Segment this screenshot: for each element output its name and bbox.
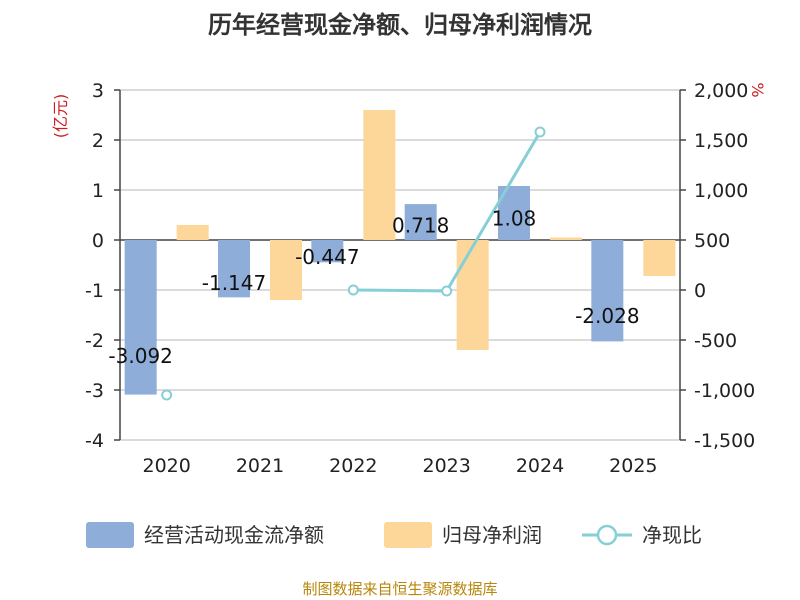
- left-tick-label: -2: [85, 330, 104, 352]
- right-tick-label: -500: [694, 330, 737, 352]
- left-tick-label: -4: [85, 430, 104, 452]
- right-tick-label: 1,000: [694, 180, 748, 202]
- right-axis-unit: %: [748, 82, 767, 97]
- net-profit-bar: [456, 240, 489, 350]
- tick-labels: 3 2 1 0 -1 -2 -3 -4 2,000 1,500 1,000 500 0 -500 -1,00…: [85, 80, 755, 477]
- cash-flow-data-label: -2.028: [575, 304, 639, 328]
- cash-flow-data-label: -0.447: [295, 245, 359, 269]
- x-tick-label: 2025: [609, 455, 657, 477]
- x-tick-label: 2021: [236, 455, 284, 477]
- ratio-point: [534, 126, 546, 138]
- legend-swatch-net-profit: [384, 522, 432, 548]
- legend: 经营活动现金流净额 归母净利润 净现比: [86, 522, 702, 548]
- cash-flow-data-label: -1.147: [202, 271, 266, 295]
- net-profit-bars: [176, 110, 676, 350]
- cash-flow-data-label: -3.092: [108, 344, 172, 368]
- gridlines: [120, 89, 680, 441]
- bar-labels: -3.092 -1.147 -0.447 0.718 1.08 -2.028: [108, 206, 639, 368]
- net-profit-bar: [176, 225, 209, 240]
- cash-flow-bar: [404, 204, 437, 240]
- left-tick-label: -3: [85, 380, 104, 402]
- cash-flow-data-label: 1.08: [492, 206, 537, 230]
- net-profit-bar: [643, 240, 676, 276]
- right-tick-label: 500: [694, 230, 730, 252]
- legend-label-net-profit: 归母净利润: [442, 523, 542, 547]
- left-axis-unit: (亿元): [51, 94, 70, 139]
- left-tick-label: 3: [92, 80, 104, 102]
- ratio-line-series: [161, 126, 546, 401]
- cash-flow-bar: [124, 240, 157, 395]
- net-profit-bar: [270, 240, 302, 300]
- ratio-point: [347, 284, 359, 296]
- axes: [114, 89, 686, 441]
- right-tick-label: 0: [694, 280, 706, 302]
- x-tick-label: 2020: [142, 455, 190, 477]
- ratio-point: [441, 285, 453, 297]
- net-profit-bar: [550, 237, 582, 240]
- cash-flow-bars: [124, 186, 624, 395]
- chart-title: 历年经营现金净额、归母净利润情况: [208, 11, 592, 39]
- cash-flow-bar: [218, 240, 250, 298]
- legend-label-ratio: 净现比: [642, 523, 702, 547]
- cash-flow-data-label: 0.718: [392, 214, 449, 238]
- x-tick-label: 2023: [422, 455, 470, 477]
- right-tick-label: -1,500: [694, 430, 755, 452]
- legend-label-cash-flow: 经营活动现金流净额: [144, 523, 324, 547]
- right-tick-label: -1,000: [694, 380, 755, 402]
- right-tick-label: 1,500: [694, 130, 748, 152]
- x-tick-label: 2022: [329, 455, 377, 477]
- x-tick-label: 2024: [516, 455, 564, 477]
- source-note: 制图数据来自恒生聚源数据库: [302, 580, 497, 598]
- cash-flow-bar: [311, 240, 344, 263]
- net-profit-bar: [363, 110, 396, 240]
- left-tick-label: 1: [92, 180, 104, 202]
- left-tick-label: 2: [92, 130, 104, 152]
- left-tick-label: 0: [92, 230, 104, 252]
- right-tick-label: 2,000: [694, 80, 748, 102]
- legend-swatch-cash-flow: [86, 522, 134, 548]
- left-tick-label: -1: [85, 280, 104, 302]
- cash-flow-bar: [591, 240, 624, 342]
- legend-swatch-ratio-marker: [596, 524, 618, 546]
- ratio-point: [161, 389, 173, 401]
